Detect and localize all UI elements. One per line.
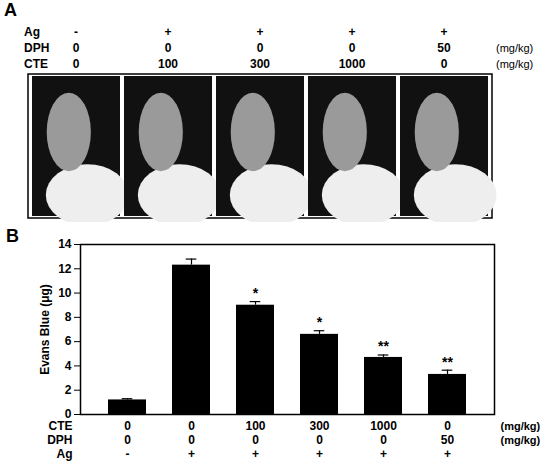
html-text:B: B xyxy=(6,226,19,246)
svg-text:+: + xyxy=(316,447,323,461)
svg-text:-: - xyxy=(126,447,130,461)
svg-text:0: 0 xyxy=(316,433,323,447)
svg-text:0: 0 xyxy=(124,433,131,447)
svg-text:12: 12 xyxy=(58,262,72,276)
svg-text:+: + xyxy=(164,25,171,39)
svg-text:50: 50 xyxy=(441,433,455,447)
svg-text:0: 0 xyxy=(188,419,195,433)
svg-text:4: 4 xyxy=(65,359,72,373)
svg-text:0: 0 xyxy=(441,57,448,71)
svg-text:(mg/kg): (mg/kg) xyxy=(501,434,541,446)
svg-text:+: + xyxy=(380,447,387,461)
svg-text:100: 100 xyxy=(158,57,178,71)
svg-text:(mg/kg): (mg/kg) xyxy=(496,58,533,70)
svg-text:+: + xyxy=(256,25,263,39)
svg-text:0: 0 xyxy=(73,41,80,55)
svg-text:300: 300 xyxy=(309,419,329,433)
svg-text:0: 0 xyxy=(349,41,356,55)
svg-text:+: + xyxy=(348,25,355,39)
svg-text:+: + xyxy=(440,25,447,39)
svg-text:0: 0 xyxy=(124,419,131,433)
svg-text:DPH: DPH xyxy=(47,433,72,447)
svg-text:*: * xyxy=(253,285,259,301)
svg-text:8: 8 xyxy=(65,310,72,324)
svg-text:(mg/kg): (mg/kg) xyxy=(496,42,533,54)
svg-text:+: + xyxy=(444,447,451,461)
svg-text:0: 0 xyxy=(444,419,451,433)
svg-text:2: 2 xyxy=(65,383,72,397)
svg-text:300: 300 xyxy=(250,57,270,71)
svg-text:10: 10 xyxy=(58,286,72,300)
svg-text:0: 0 xyxy=(73,57,80,71)
svg-text:CTE: CTE xyxy=(49,419,73,433)
svg-text:A: A xyxy=(4,0,17,20)
svg-text:0: 0 xyxy=(380,433,387,447)
svg-text:(mg/kg): (mg/kg) xyxy=(501,420,541,432)
svg-text:-: - xyxy=(74,25,78,39)
svg-text:1000: 1000 xyxy=(370,419,397,433)
svg-text:DPH: DPH xyxy=(24,41,49,55)
svg-text:0: 0 xyxy=(257,41,264,55)
svg-text:Evans Blue (μg): Evans Blue (μg) xyxy=(38,284,52,375)
svg-text:0: 0 xyxy=(188,433,195,447)
svg-text:0: 0 xyxy=(64,407,72,422)
svg-text:**: ** xyxy=(442,354,453,370)
svg-text:+: + xyxy=(188,447,195,461)
svg-text:50: 50 xyxy=(437,41,451,55)
svg-text:**: ** xyxy=(378,338,389,354)
svg-text:1000: 1000 xyxy=(339,57,366,71)
svg-text:Ag: Ag xyxy=(57,447,73,461)
svg-text:Ag: Ag xyxy=(24,25,40,39)
svg-text:0: 0 xyxy=(252,433,259,447)
svg-text:CTE: CTE xyxy=(24,57,48,71)
svg-text:+: + xyxy=(252,447,259,461)
svg-text:14: 14 xyxy=(58,237,72,251)
svg-text:*: * xyxy=(317,314,323,330)
svg-text:6: 6 xyxy=(65,334,72,348)
svg-text:0: 0 xyxy=(165,41,172,55)
svg-text:100: 100 xyxy=(245,419,265,433)
